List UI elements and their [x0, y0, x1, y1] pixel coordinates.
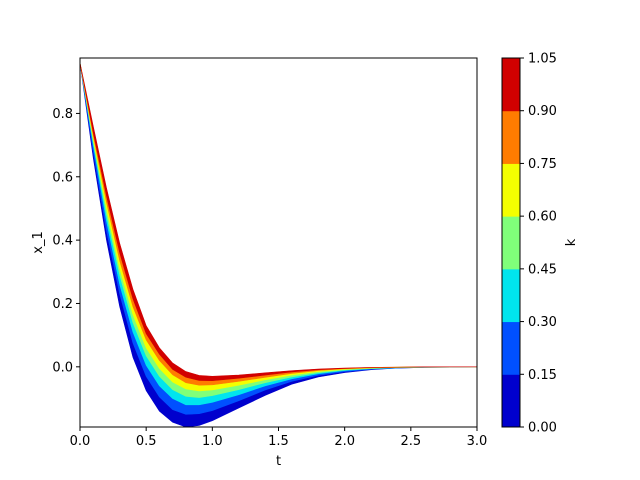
x-tick-label: 3.0 — [467, 434, 488, 449]
colorbar-segment-5 — [502, 110, 520, 164]
y-axis-label: x_1 — [31, 231, 46, 253]
colorbar-axis: 0.00 0.15 0.30 0.45 0.60 0.75 0.90 1.05 — [520, 52, 557, 436]
x-axis-label: t — [276, 454, 281, 469]
colorbar-label: k — [564, 238, 579, 246]
colorbar — [502, 58, 520, 428]
x-tick-label: 2.5 — [400, 434, 421, 449]
y-tick-label: 0.2 — [52, 297, 73, 312]
colorbar-tick-label: 0.00 — [528, 421, 557, 436]
colorbar-tick-label: 1.05 — [528, 52, 557, 67]
colorbar-segment-2 — [502, 268, 520, 323]
x-tick-label: 1.5 — [268, 434, 289, 449]
colorbar-tick-label: 0.75 — [528, 157, 557, 172]
colorbar-tick-label: 0.60 — [528, 210, 557, 225]
x-axis: 0.0 0.5 1.0 1.5 2.0 2.5 3.0 — [70, 427, 488, 449]
colorbar-segment-0 — [502, 374, 520, 428]
colorbar-frame — [501, 57, 521, 428]
colorbar-segment-4 — [502, 163, 520, 217]
y-tick-label: 0.8 — [52, 107, 73, 122]
y-tick-label: 0.6 — [52, 170, 73, 185]
colorbar-tick-label: 0.30 — [528, 315, 557, 330]
colorbar-segment-1 — [502, 321, 520, 375]
x-tick-label: 1.0 — [202, 434, 223, 449]
x-tick-label: 0.0 — [70, 434, 91, 449]
y-axis: 0.0 0.2 0.4 0.6 0.8 — [52, 107, 80, 375]
colorbar-tick-label: 0.15 — [528, 368, 557, 383]
colorbar-tick-label: 0.90 — [528, 104, 557, 119]
colorbar-segment-6 — [502, 58, 520, 112]
contour-bands — [80, 62, 477, 427]
colorbar-segment-3 — [502, 216, 520, 270]
y-tick-label: 0.4 — [52, 234, 73, 249]
x-tick-label: 0.5 — [136, 434, 157, 449]
x-tick-label: 2.0 — [334, 434, 355, 449]
contour-band-6 — [80, 62, 477, 382]
y-tick-label: 0.0 — [52, 360, 73, 375]
colorbar-tick-label: 0.45 — [528, 262, 557, 277]
